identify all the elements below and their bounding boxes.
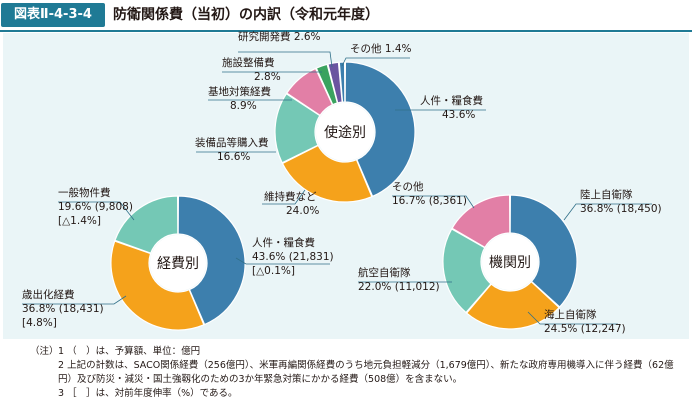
slice-change-label: [4.8%] bbox=[22, 317, 57, 329]
slice-value-label: 19.6% (9,808) bbox=[58, 201, 133, 213]
donut-hole bbox=[150, 235, 206, 291]
leader-line bbox=[392, 195, 475, 209]
slice-value-label: 2.8% bbox=[254, 71, 281, 83]
footnote-number: 3 bbox=[58, 388, 65, 399]
pie-slice bbox=[281, 144, 373, 203]
pie-slice bbox=[177, 195, 246, 326]
donut-center-label: 機関別 bbox=[489, 255, 531, 271]
footnote-number: 2 bbox=[58, 360, 65, 371]
pie-slice bbox=[442, 228, 492, 314]
leader-line bbox=[238, 51, 333, 68]
slice-label: 陸上自衛隊 bbox=[580, 188, 633, 201]
pie-slice bbox=[114, 195, 179, 254]
slice-value-label: 24.5% (12,247) bbox=[544, 323, 626, 335]
slice-label: その他 bbox=[392, 180, 424, 193]
footnote-text: 上記の計数は、SACO関係経費（256億円）、米軍再編関係経費のうち地元負担軽減… bbox=[58, 360, 674, 385]
slice-value-label: 16.6% bbox=[217, 151, 250, 163]
slice-value-label: 22.0% (11,012) bbox=[358, 281, 440, 293]
slice-label: 装備品等購入費 bbox=[195, 136, 269, 149]
figure-title: 防衛関係費（当初）の内訳（令和元年度） bbox=[113, 7, 379, 23]
leader-line bbox=[262, 189, 306, 205]
pie-slice bbox=[509, 194, 578, 308]
slice-value-label: 24.0% bbox=[286, 205, 319, 217]
slice-value-label: 36.8% (18,450) bbox=[580, 203, 662, 215]
pie-slice bbox=[338, 61, 346, 103]
slice-label: 海上自衛隊 bbox=[544, 308, 597, 321]
footnotes: （注） 1 （ ）は、予算額、単位：億円 2 上記の計数は、SACO関係経費（2… bbox=[30, 345, 685, 401]
slice-label: その他 1.4% bbox=[350, 42, 412, 55]
pie-slice bbox=[274, 92, 321, 164]
leader-line bbox=[341, 57, 410, 67]
footnote-1: （注） 1 （ ）は、予算額、単位：億円 bbox=[30, 345, 685, 359]
slice-value-label: 43.6% (21,831) bbox=[252, 251, 334, 263]
slice-change-label: [△1.4%] bbox=[58, 215, 101, 227]
figure-header: 図表Ⅱ-4-3-4 防衛関係費（当初）の内訳（令和元年度） bbox=[0, 0, 692, 32]
pie-slice bbox=[110, 240, 205, 331]
slice-change-label: [△0.1%] bbox=[252, 265, 295, 277]
figure-number-badge: 図表Ⅱ-4-3-4 bbox=[1, 3, 105, 27]
slice-value-label: 36.8% (18,431) bbox=[22, 303, 104, 315]
slice-label: 一般物件費 bbox=[58, 186, 111, 199]
slice-value-label: 43.6% bbox=[442, 109, 475, 121]
donut-center-label: 使途別 bbox=[324, 124, 366, 141]
footnote-text: ［ ］は、対前年度伸率（%）である。 bbox=[67, 388, 238, 399]
slice-value-label: 16.7% (8,361) bbox=[392, 195, 467, 207]
slice-label: 歳出化経費 bbox=[22, 288, 75, 301]
leader-line bbox=[563, 203, 652, 221]
pie-slice bbox=[344, 61, 416, 198]
donut-center-label: 経費別 bbox=[157, 256, 199, 272]
slice-label: 施設整備費 bbox=[222, 56, 275, 69]
slice-label: 航空自衛隊 bbox=[358, 266, 411, 279]
pie-slice bbox=[285, 67, 334, 117]
donut-hole bbox=[482, 234, 538, 290]
footnote-2: 2 上記の計数は、SACO関係経費（256億円）、米軍再編関係経費のうち地元負担… bbox=[30, 359, 685, 387]
donut-hole bbox=[316, 103, 374, 161]
pie-slice bbox=[451, 194, 511, 249]
slice-label: 研究開発費 2.6% bbox=[238, 30, 321, 43]
leader-line bbox=[22, 295, 127, 305]
footnote-number: 1 bbox=[58, 346, 65, 357]
slice-value-label: 8.9% bbox=[230, 100, 257, 112]
footnote-lead: （注） bbox=[30, 346, 59, 357]
leader-line bbox=[58, 201, 135, 221]
slice-label: 基地対策経費 bbox=[208, 85, 271, 98]
slice-label: 維持費など bbox=[264, 190, 317, 203]
footnote-3: 3 ［ ］は、対前年度伸率（%）である。 bbox=[30, 387, 685, 401]
pie-slice bbox=[465, 280, 560, 330]
leader-line bbox=[235, 257, 330, 265]
slice-label: 人件・糧食費 bbox=[252, 236, 315, 249]
footnote-text: （ ）は、予算額、単位：億円 bbox=[67, 346, 201, 357]
leader-line bbox=[527, 311, 618, 325]
slice-label: 人件・糧食費 bbox=[420, 94, 483, 107]
